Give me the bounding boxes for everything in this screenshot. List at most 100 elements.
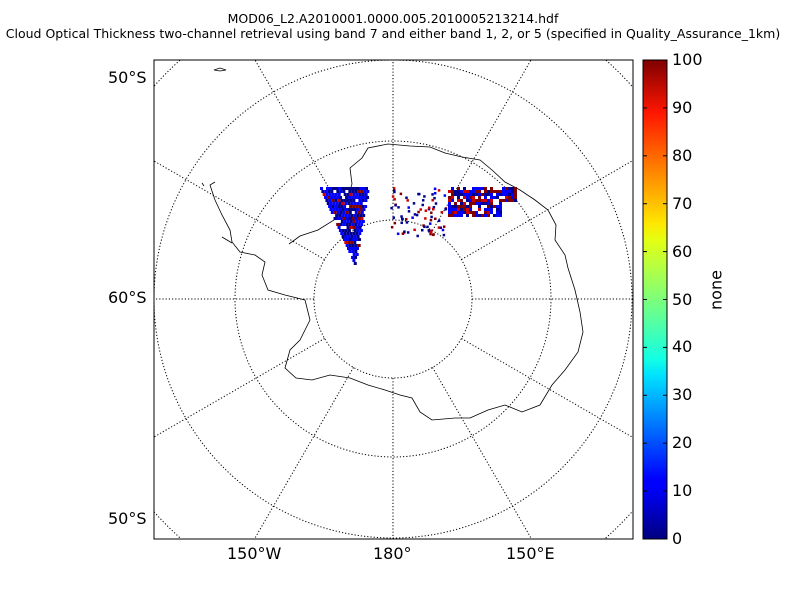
swath-pixel [487, 193, 490, 196]
swath-pixel [352, 226, 356, 229]
swath-pixel [448, 214, 451, 217]
swath-pixel [460, 190, 463, 193]
swath-pixel [320, 187, 323, 190]
swath-pixel [475, 190, 478, 193]
swath-pixel [341, 235, 345, 238]
swath-pixel [493, 196, 496, 199]
swath-pixel [493, 190, 496, 193]
swath-pixel [348, 223, 352, 226]
meridian-150 [432, 367, 533, 539]
swath-pixel [358, 220, 362, 223]
swath-pixel [406, 231, 410, 234]
swath-pixel [407, 210, 411, 213]
swath-pixel [345, 223, 349, 226]
swath-pixel [348, 244, 352, 247]
swath-pixel [356, 247, 359, 250]
swath-pixel [363, 190, 367, 193]
swath-pixel [508, 193, 511, 196]
swath-pixel [341, 208, 345, 211]
swath-pixel [478, 196, 481, 199]
swath-pixel [472, 214, 475, 217]
swath-pixel [451, 199, 454, 202]
swath-pixel [360, 196, 364, 199]
swath-pixel [475, 202, 478, 205]
swath-pixel [355, 253, 359, 256]
swath-pixel [345, 217, 349, 220]
swath-pixel [353, 229, 357, 232]
swath-pixel [351, 190, 355, 193]
swath-pixel [490, 196, 493, 199]
swath-pixel [338, 208, 342, 211]
swath-pixel [434, 202, 438, 205]
swath-pixel [484, 208, 487, 211]
meridian-60 [461, 159, 633, 260]
swath-pixel [490, 202, 493, 205]
chart-title: MOD06_L2.A2010001.0000.005.2010005213214… [227, 11, 559, 26]
swath-pixel [457, 208, 460, 211]
swath-pixel [330, 211, 334, 214]
swath-pixel [478, 208, 481, 211]
swath-pixel [340, 199, 344, 202]
swath-pixel [354, 190, 358, 193]
swath-pixel [391, 195, 395, 198]
swath-pixel [466, 214, 469, 217]
swath-pixel [341, 214, 345, 217]
swath-pixel [394, 204, 397, 207]
swath-pixel [451, 193, 454, 196]
swath-pixel [451, 214, 454, 217]
swath-pixel [392, 216, 395, 219]
swath-pixel [352, 232, 356, 235]
swath-pixel [328, 205, 332, 208]
swath-pixel [338, 202, 342, 205]
swath-pixel [347, 247, 350, 250]
swath-pixel [460, 193, 463, 196]
swath-pixel [469, 211, 472, 214]
swath-pixel [432, 206, 436, 209]
swath-pixel [363, 196, 367, 199]
swath-pixel [348, 250, 352, 253]
swath-pixel [451, 205, 454, 208]
swath-pixel [429, 232, 432, 236]
swath-pixel [457, 214, 460, 217]
swath-pixel [356, 187, 359, 190]
swath-pixel [357, 196, 361, 199]
swath-pixel [327, 196, 331, 199]
swath-pixel [364, 205, 368, 208]
swath-pixel [324, 196, 328, 199]
swath-pixel [487, 199, 490, 202]
swath-pixel [481, 193, 484, 196]
swath-pixel [364, 193, 368, 196]
swath-pixel [349, 205, 353, 208]
swath-pixel [437, 189, 441, 192]
swath-pixel [427, 206, 431, 210]
swath-pixel [360, 223, 364, 226]
swath-pixel [478, 193, 481, 196]
swath-pixel [346, 193, 350, 196]
swath-pixel [324, 190, 328, 193]
swath-pixel [361, 220, 365, 223]
swath-pixel [499, 199, 502, 202]
swath-pixel [433, 191, 437, 195]
lat-label-middle: 60°S [108, 288, 147, 307]
swath-pixel [393, 221, 397, 225]
swath-pixel [430, 211, 433, 215]
swath-pixel [332, 187, 335, 190]
swath-pixel [351, 238, 355, 241]
swath-pixel [403, 230, 406, 233]
swath-pixel [330, 196, 334, 199]
swath-pixel [484, 214, 487, 217]
swath-pixel [514, 196, 517, 199]
swath-pixel [475, 214, 478, 217]
swath-pixel [342, 190, 346, 193]
swath-pixel [351, 256, 355, 259]
swath-pixel [357, 211, 361, 214]
swath-pixel [393, 190, 396, 194]
swath-pixel [327, 190, 331, 193]
swath-pixel [352, 220, 356, 223]
swath-pixel [478, 199, 481, 202]
swath-pixel [333, 211, 337, 214]
swath-pixel [337, 226, 341, 229]
swath-pixel [349, 220, 353, 223]
swath-pixel [508, 196, 511, 199]
swath-pixel [457, 205, 460, 208]
